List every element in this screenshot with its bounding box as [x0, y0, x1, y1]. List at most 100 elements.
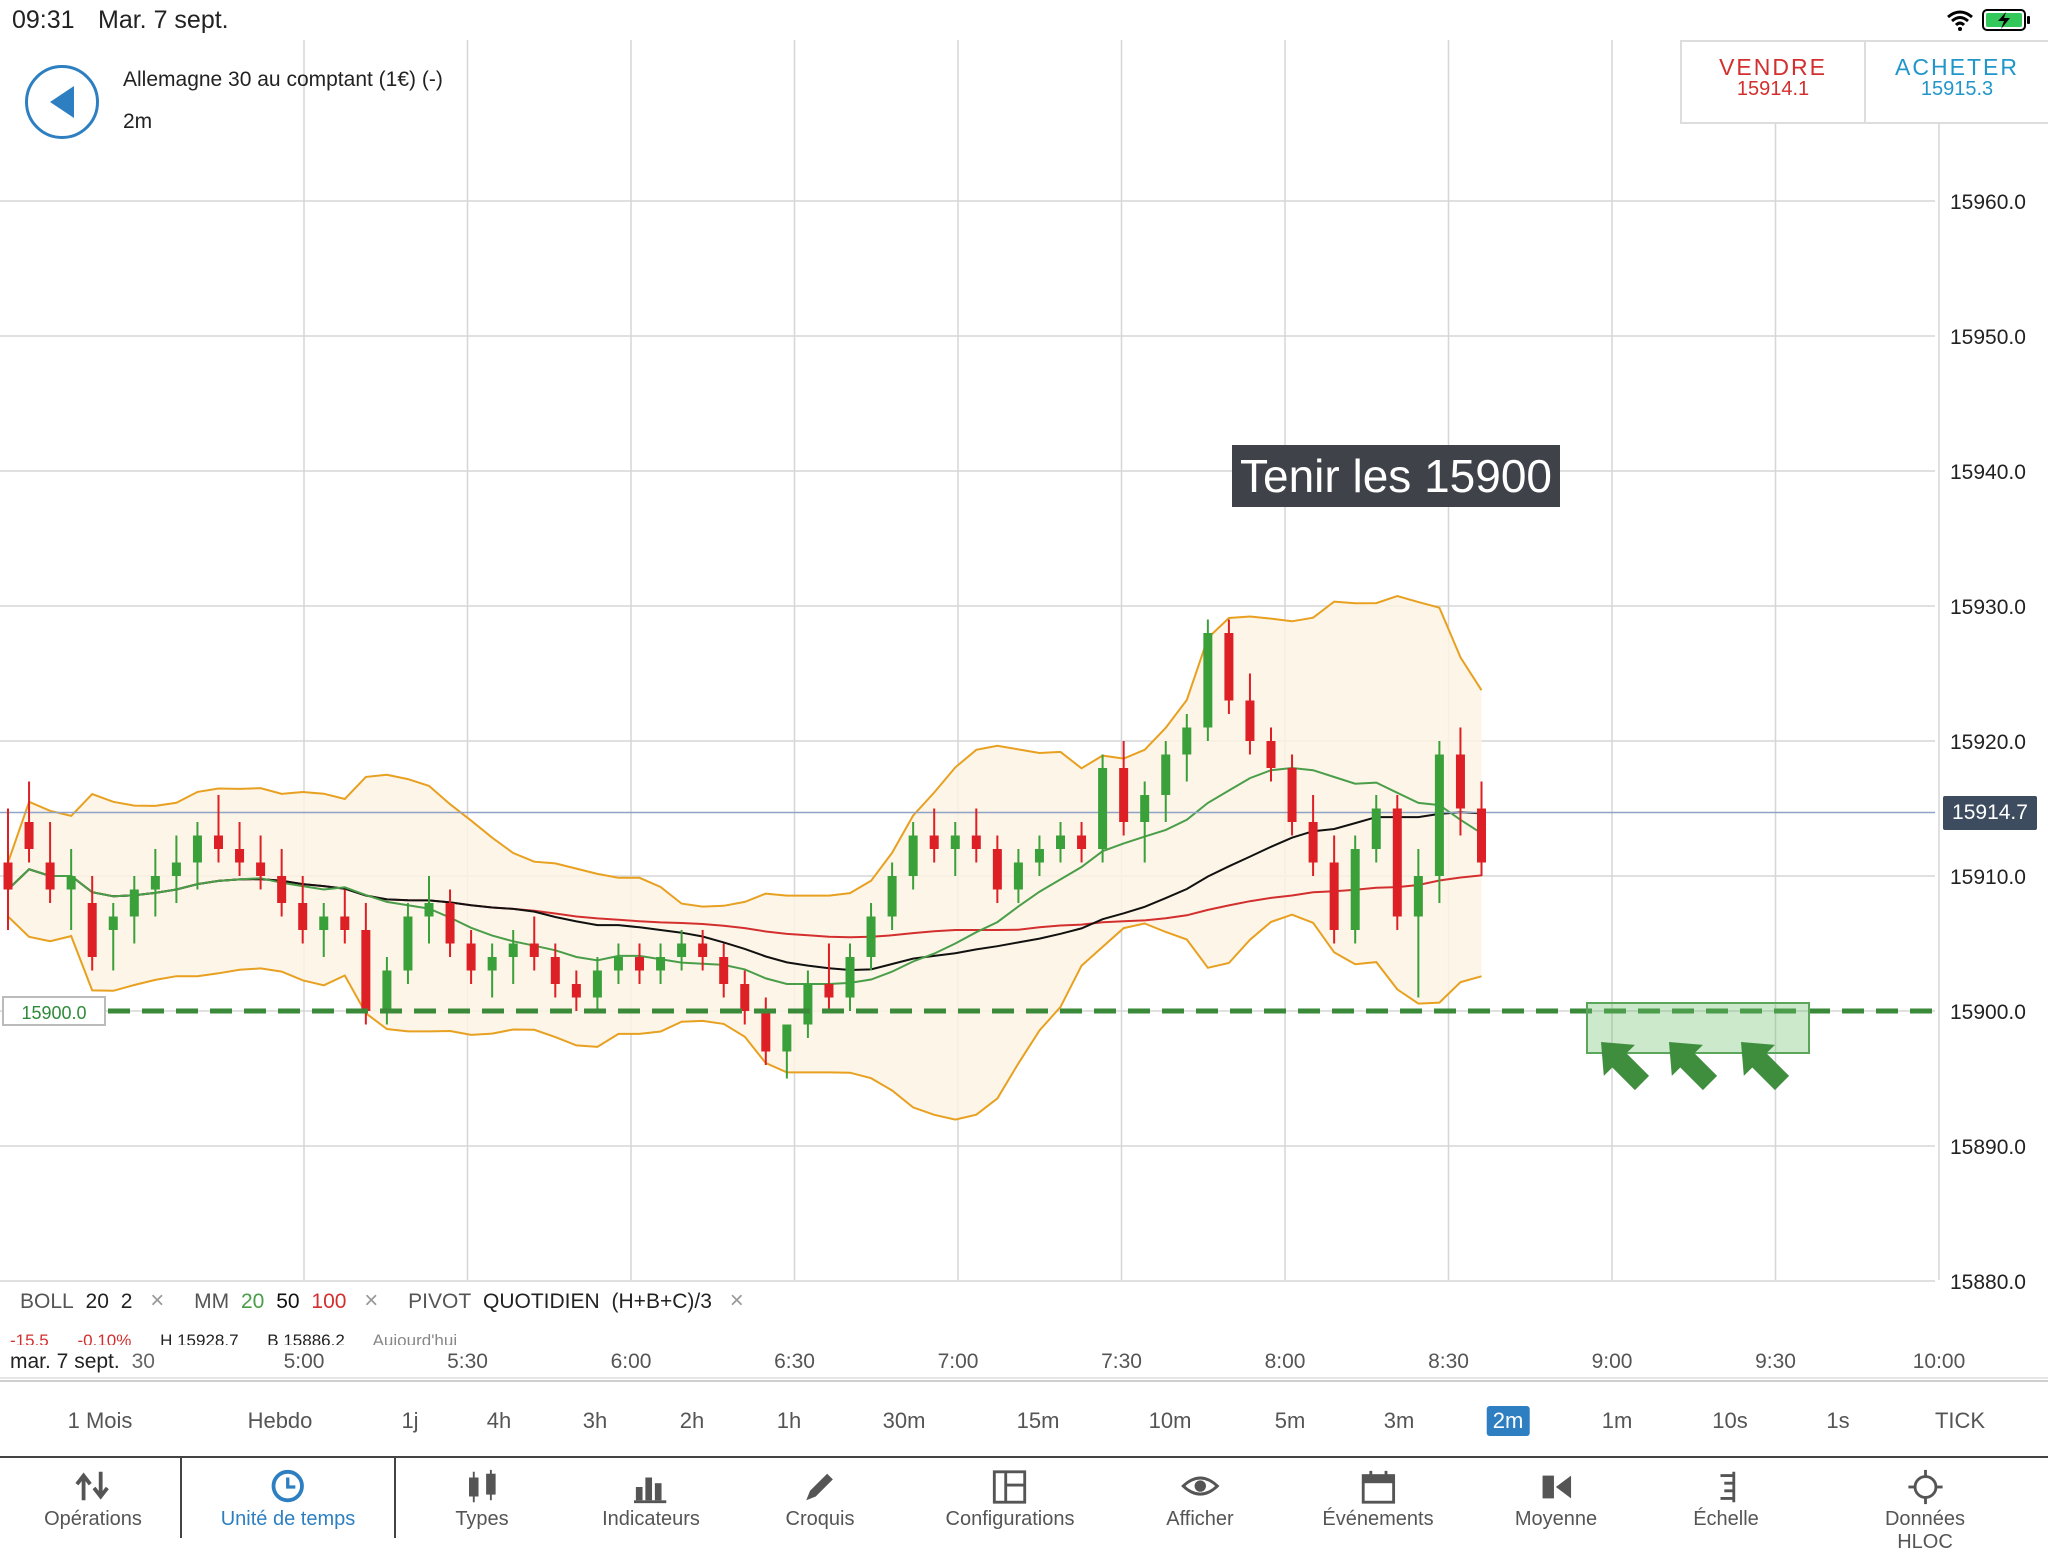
layout-icon: [993, 1470, 1027, 1504]
status-bar: 09:31 Mar. 7 sept.: [0, 0, 2048, 40]
candle-body: [845, 957, 855, 998]
toolbar-pencil-button[interactable]: Croquis: [786, 1468, 854, 1531]
x-tick-label: 7:00: [938, 1350, 979, 1373]
candle-body: [445, 903, 455, 944]
timeframe-option[interactable]: 3m: [1383, 1408, 1415, 1433]
boll-label: BOLL: [20, 1290, 74, 1313]
candle-body: [1161, 754, 1171, 795]
timeframe-option[interactable]: 2m: [1486, 1406, 1530, 1436]
x-tick-label: 7:30: [1101, 1350, 1142, 1373]
candle-body: [1266, 741, 1276, 768]
timeframe-option[interactable]: 1 Mois: [67, 1408, 133, 1433]
timeframe-option[interactable]: 1s: [1826, 1408, 1850, 1433]
mm-label: MM: [194, 1290, 230, 1313]
timeframe-option[interactable]: TICK: [1934, 1408, 1986, 1433]
back-arrow-icon: [50, 86, 74, 118]
price-chart[interactable]: 15960.0 15950.0 15940.0 15930.0 15920.0 15910…: [0, 40, 2048, 1380]
timeframe-option[interactable]: 1j: [401, 1408, 419, 1433]
level-line-label[interactable]: 15900.0: [2, 996, 106, 1026]
up-arrow-icon: [1668, 1041, 1718, 1091]
y-tick-label: 15900.0: [1950, 1001, 2026, 1024]
candle-body: [214, 835, 223, 849]
x-tick-label: 10:00: [1913, 1350, 1966, 1373]
toolbar-arrows-updown-button[interactable]: Opérations: [44, 1468, 142, 1531]
timeframe-option[interactable]: 3h: [582, 1408, 608, 1433]
candle-body: [824, 984, 834, 998]
scale-icon: [1720, 1471, 1736, 1503]
toolbar-eye-button[interactable]: Afficher: [1166, 1468, 1234, 1531]
candle-body: [403, 916, 413, 971]
timeframe-option[interactable]: 1m: [1601, 1408, 1633, 1433]
candle-body: [129, 889, 139, 917]
sell-button[interactable]: VENDRE 15914.1: [1682, 42, 1866, 122]
candle-body: [424, 903, 434, 917]
timeframe-option[interactable]: 2h: [679, 1408, 705, 1433]
candle-body: [3, 862, 13, 890]
toolbar-label: Données HLOC: [1884, 1508, 1966, 1553]
y-tick-label: 15910.0: [1950, 866, 2026, 889]
arrows-updown-icon: [75, 1471, 109, 1501]
candle-body: [592, 970, 602, 998]
candle-body: [1034, 849, 1044, 863]
candle-body: [24, 822, 34, 849]
buy-button[interactable]: ACHETER 15915.3: [1866, 42, 2048, 122]
eye-icon: [1180, 1476, 1220, 1496]
timeframe-option[interactable]: Hebdo: [247, 1408, 313, 1433]
toolbar-candles-button[interactable]: Types: [455, 1468, 509, 1531]
candle-body: [66, 876, 76, 890]
candle-body: [150, 876, 160, 890]
candle-body: [550, 957, 560, 984]
remove-mm-icon[interactable]: ×: [364, 1287, 379, 1314]
stat-high: H 15928.7: [160, 1331, 239, 1345]
candle-body: [382, 970, 392, 1011]
timeframe-option[interactable]: 15m: [1016, 1408, 1060, 1433]
boll-deviation: 2: [120, 1290, 133, 1313]
timeframe-option[interactable]: 4h: [486, 1408, 512, 1433]
bollinger-band-fill: [8, 596, 1482, 1120]
candle-body: [487, 957, 497, 971]
remove-boll-icon[interactable]: ×: [150, 1287, 165, 1314]
toolbar-scale-button[interactable]: Échelle: [1693, 1468, 1759, 1531]
candle-body: [782, 1024, 792, 1052]
status-date: Mar. 7 sept.: [98, 6, 229, 34]
timeframe-option[interactable]: 10m: [1148, 1408, 1192, 1433]
toolbar-label: Événements: [1322, 1508, 1434, 1530]
candle-body: [108, 916, 118, 930]
candle-body: [571, 984, 581, 998]
candle-body: [1434, 754, 1444, 876]
stat-change: -15.5: [10, 1331, 49, 1345]
remove-pivot-icon[interactable]: ×: [729, 1287, 744, 1314]
candle-body: [45, 862, 55, 890]
bottom-toolbar: Opérations Unité de temps Types Indicateurs…: [0, 1456, 2048, 1553]
toolbar-layout-button[interactable]: Configurations: [946, 1468, 1074, 1531]
toolbar-average-button[interactable]: Moyenne: [1515, 1468, 1597, 1531]
candle-body: [1477, 808, 1486, 863]
toolbar-calendar-button[interactable]: Événements: [1322, 1468, 1434, 1531]
timeframe-option[interactable]: 30m: [882, 1408, 926, 1433]
bollinger-upper-line: [7, 595, 1483, 908]
status-time: 09:31: [12, 6, 75, 34]
back-button[interactable]: [25, 65, 99, 139]
timeframe-option[interactable]: 1h: [776, 1408, 802, 1433]
candle-body: [761, 1011, 771, 1052]
candle-body: [508, 943, 518, 957]
y-tick-label: 15930.0: [1950, 596, 2026, 619]
axis-first-tick: 30: [131, 1350, 155, 1373]
axis-date-label: mar. 7 sept. 30: [10, 1350, 161, 1374]
toolbar-bar-chart-button[interactable]: Indicateurs: [602, 1468, 700, 1531]
timeframe-option[interactable]: 10s: [1712, 1408, 1748, 1433]
toolbar-label: Indicateurs: [602, 1508, 700, 1530]
candle-body: [1224, 633, 1234, 701]
toolbar-crosshair-button[interactable]: Données HLOC: [1864, 1468, 1987, 1554]
bar-chart-icon: [633, 1477, 667, 1504]
toolbar-clock-button[interactable]: Unité de temps: [221, 1468, 355, 1531]
candle-body: [1371, 808, 1381, 849]
timeframe-option[interactable]: 5m: [1274, 1408, 1306, 1433]
x-tick-label: 5:30: [447, 1350, 488, 1373]
x-tick-label: 8:30: [1428, 1350, 1469, 1373]
chart-annotation[interactable]: Tenir les 15900: [1232, 445, 1560, 507]
mm-100: 100: [311, 1290, 347, 1313]
candle-body: [971, 835, 981, 849]
candle-body: [1329, 862, 1339, 930]
toolbar-label: Types: [455, 1508, 509, 1530]
